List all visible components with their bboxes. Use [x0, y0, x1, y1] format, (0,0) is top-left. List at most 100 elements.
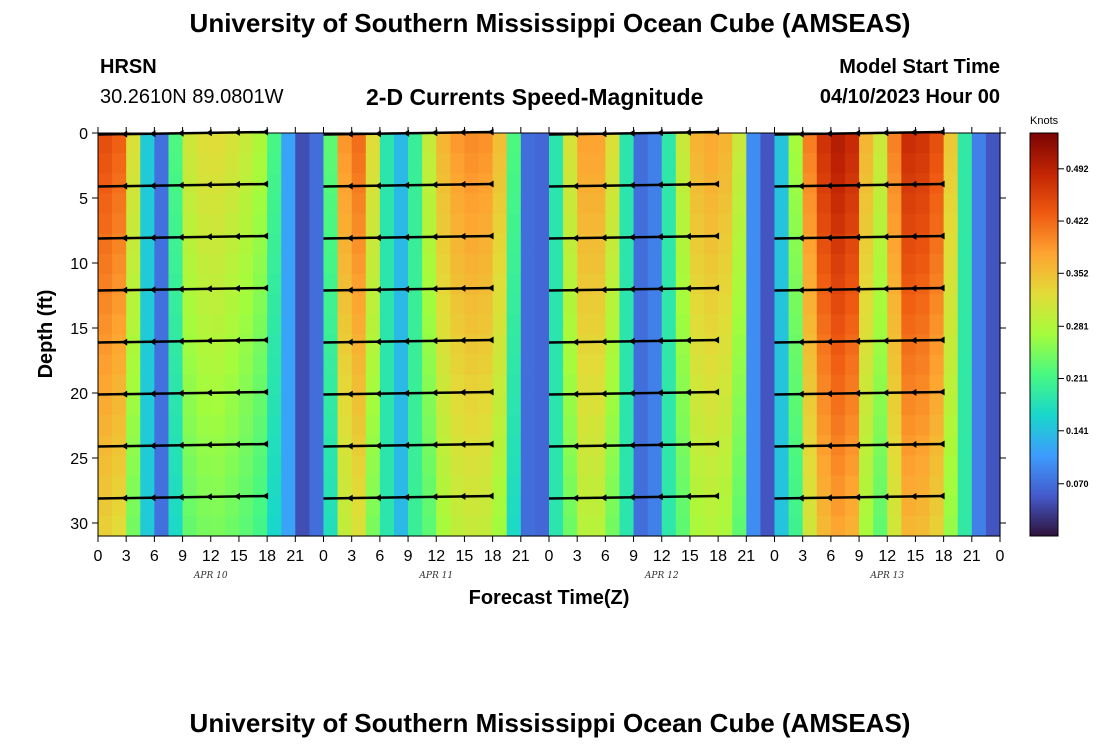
heatmap-cell: [732, 334, 747, 356]
vector-arrowhead: [854, 181, 861, 189]
heatmap-cell: [957, 133, 973, 154]
heatmap-cell: [859, 233, 874, 255]
heatmap-cell: [563, 193, 578, 215]
heatmap-cell: [408, 415, 423, 436]
heatmap-cell: [760, 455, 776, 477]
heatmap-cell: [718, 233, 733, 255]
heatmap-cell: [422, 354, 437, 376]
heatmap-cell: [238, 455, 254, 477]
heatmap-cell: [492, 455, 508, 477]
heatmap-cell: [605, 253, 621, 275]
heatmap-cell: [619, 294, 635, 315]
colorbar-bar: [1029, 132, 1059, 537]
heatmap-cell: [140, 334, 155, 356]
heatmap-cell: [224, 354, 240, 376]
heatmap-cell: [718, 213, 733, 235]
heatmap-cell: [196, 294, 212, 315]
vector-arrowhead: [346, 234, 353, 242]
heatmap-cell: [112, 253, 127, 275]
heatmap-cell: [210, 233, 226, 255]
heatmap-cell: [98, 193, 113, 215]
y-tick-label: 15: [70, 321, 88, 338]
heatmap-cell: [196, 394, 212, 416]
vector-arrowhead: [825, 442, 832, 450]
heatmap-cell: [901, 374, 917, 396]
heatmap-cell: [154, 354, 170, 376]
vector-arrowhead: [346, 390, 353, 398]
heatmap-cell: [337, 394, 353, 416]
heatmap-cell: [506, 314, 522, 336]
heatmap-cell: [985, 213, 1001, 235]
colorbar-unit: Knots: [1030, 115, 1059, 127]
vector-arrowhead: [713, 232, 720, 240]
heatmap-cell: [281, 334, 296, 356]
heatmap-cell: [971, 515, 987, 537]
heatmap-cell: [985, 415, 1001, 436]
heatmap-cell: [281, 475, 296, 497]
heatmap-cell: [295, 274, 310, 295]
heatmap-cell: [210, 475, 226, 497]
heatmap-cell: [647, 233, 663, 255]
heatmap-cell: [224, 213, 240, 235]
heatmap-cell: [675, 475, 691, 497]
heatmap-cell: [774, 294, 790, 315]
heatmap-cell: [943, 495, 959, 517]
vector-arrowhead: [854, 441, 861, 449]
heatmap-cell: [154, 314, 170, 336]
heatmap-cell: [281, 394, 296, 416]
heatmap-cell: [478, 515, 494, 537]
heatmap-cell: [393, 334, 409, 356]
heatmap-cell: [436, 153, 451, 174]
heatmap-cell: [534, 133, 550, 154]
vector-arrowhead: [177, 493, 184, 501]
heatmap-cell: [746, 415, 761, 436]
heatmap-cell: [971, 253, 987, 275]
heatmap-cell: [154, 455, 170, 477]
vector-arrowhead: [628, 285, 635, 293]
heatmap-cell: [196, 354, 212, 376]
heatmap-cell: [210, 153, 226, 174]
heatmap-cell: [816, 394, 832, 416]
heatmap-cell: [126, 153, 141, 174]
heatmap-cell: [422, 374, 437, 396]
heatmap-cell: [901, 515, 917, 537]
heatmap-cell: [351, 515, 367, 537]
vector-arrowhead: [938, 336, 945, 344]
heatmap-cell: [549, 213, 564, 235]
y-tick-label: 0: [79, 126, 88, 143]
heatmap-cell: [633, 314, 649, 336]
heatmap-cell: [887, 495, 902, 517]
heatmap-cell: [760, 415, 776, 436]
heatmap-cell: [915, 415, 931, 436]
heatmap-cell: [704, 435, 719, 456]
vector-arrowhead: [910, 440, 917, 448]
heatmap-cell: [464, 394, 480, 416]
heatmap-cell: [520, 233, 536, 255]
heatmap-cell: [224, 475, 240, 497]
heatmap-cell: [182, 374, 198, 396]
vector-arrowhead: [656, 181, 663, 189]
heatmap-cell: [971, 475, 987, 497]
heatmap-cell: [605, 153, 621, 174]
heatmap-cell: [168, 495, 184, 517]
vector-arrowhead: [882, 441, 889, 449]
heatmap-cell: [520, 274, 536, 295]
heatmap-cell: [887, 515, 902, 537]
heatmap-cell: [464, 435, 480, 456]
heatmap-cell: [661, 253, 677, 275]
heatmap-cell: [887, 233, 902, 255]
colorbar-tick-label: 0.422: [1066, 216, 1089, 226]
heatmap-cell: [309, 475, 325, 497]
heatmap-cell: [464, 153, 480, 174]
heatmap-cell: [154, 153, 170, 174]
x-tick-label: 21: [737, 548, 755, 565]
heatmap-cell: [253, 274, 268, 295]
vector-arrowhead: [825, 234, 832, 242]
heatmap-cell: [506, 294, 522, 315]
heatmap-cell: [633, 415, 649, 436]
vector-arrowhead: [121, 338, 128, 346]
heatmap-cell: [689, 415, 705, 436]
heatmap-cell: [760, 253, 776, 275]
heatmap-cell: [126, 294, 141, 315]
heatmap-cell: [802, 314, 818, 336]
